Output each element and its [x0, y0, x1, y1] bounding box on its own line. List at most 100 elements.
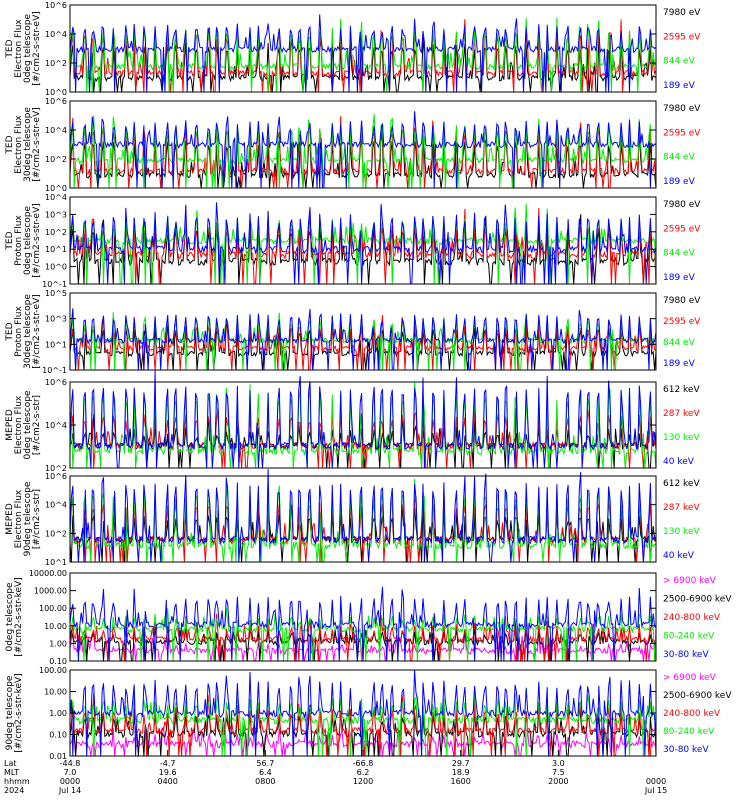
y-tick-label: 10^2	[45, 155, 67, 164]
y-tick-label: 10^1	[45, 558, 67, 567]
y-axis-label: TED	[5, 231, 15, 250]
legend-entry: 40 keV	[663, 551, 695, 561]
x-tick-label: 0000	[60, 777, 80, 786]
legend-entry: > 6900 keV	[663, 673, 717, 683]
y-tick-label: 10^1	[45, 340, 67, 349]
y-axis-label: [#/cm2-s-str-eV]	[32, 203, 42, 278]
y-tick-label: 0.01	[49, 752, 67, 761]
legend-entry: 7980 eV	[663, 104, 701, 114]
x-tick-label: 7.5	[552, 768, 565, 777]
x-tick-label: 1200	[353, 777, 373, 786]
x-tick-label: -66.8	[353, 759, 374, 768]
plot-frame	[69, 292, 657, 371]
panel-4: 10^-1 10^1 10^3 10^5 TED Proton Flux 30deg tel…	[5, 289, 701, 375]
y-axis-label: MEPED	[5, 503, 15, 535]
legend-entry: 612 keV	[663, 385, 700, 395]
y-axis-label: TED	[5, 39, 15, 58]
y-axis-label: 90deg telescope	[5, 675, 15, 750]
y-tick-label: 100.00	[39, 604, 67, 613]
x-tick-label: -44.8	[60, 759, 81, 768]
x-row-label: 2024	[4, 786, 24, 795]
y-tick-label: 10^4	[45, 421, 67, 430]
series-line-8-5	[69, 669, 657, 757]
y-axis-label: Electron Flux	[14, 395, 24, 454]
legend-entry: 287 keV	[663, 409, 700, 419]
y-tick-label: 1.00	[49, 639, 67, 648]
legend-entry: 844 eV	[663, 249, 696, 259]
y-tick-label: 10^6	[45, 472, 67, 481]
x-tick-label: 2000	[548, 777, 568, 786]
legend-entry: 30-80 keV	[663, 745, 709, 755]
x-tick-label: 18.9	[452, 768, 470, 777]
y-axis-label: [#/cm2-s-str-eV]	[32, 11, 42, 86]
y-tick-label: 10^4	[45, 126, 67, 135]
series-line-5-4	[69, 370, 657, 469]
legend-entry: 7980 eV	[663, 8, 701, 18]
y-tick-label: 10^4	[45, 501, 67, 510]
y-tick-label: 100.00	[39, 666, 67, 675]
x-row-label: Lat	[4, 759, 17, 768]
y-tick-label: 10000.00	[29, 569, 67, 578]
legend-entry: 612 keV	[663, 479, 700, 489]
y-tick-label: 10^6	[45, 97, 67, 106]
legend-entry: 287 keV	[663, 503, 700, 513]
legend-entry: 2500-6900 keV	[663, 595, 732, 605]
plot-frame	[69, 196, 657, 285]
y-tick-label: 10^2	[45, 529, 67, 538]
x-tick-label: 29.7	[452, 759, 470, 768]
y-tick-label: 10.00	[44, 622, 67, 631]
plot-frame	[69, 572, 657, 662]
panel-1: 10^0 10^2 10^4 10^6 TED Electron Flux 0deg tel…	[5, 1, 701, 97]
y-tick-label: 0.10	[49, 731, 67, 740]
panel-3: 10^-1 10^0 10^1 10^2 10^3 10^4 TED Proton Flux 0…	[5, 193, 701, 289]
legend-entry: 844 eV	[663, 57, 696, 67]
y-tick-label: 10^4	[45, 30, 67, 39]
y-tick-label: 10^0	[45, 184, 67, 193]
y-axis-label: MEPED	[5, 409, 15, 441]
x-tick-label: 6.4	[259, 768, 272, 777]
plot-frame	[69, 475, 657, 563]
y-axis-label: [#/cm2-s-str-keV]	[14, 577, 24, 656]
y-axis-label: Proton Flux	[14, 306, 24, 357]
x-tick-label: 7.0	[64, 768, 77, 777]
y-axis-label: TED	[5, 135, 15, 154]
y-tick-label: 10^3	[45, 315, 67, 324]
y-tick-label: 10^-1	[42, 366, 67, 375]
y-axis-label: 90deg telescope	[23, 481, 33, 556]
legend-entry: 80-240 keV	[663, 727, 715, 737]
panel-7: 0.10 1.00 10.00 100.00 1000.00 10000.00 0deg t…	[5, 569, 732, 666]
y-tick-label: 10^3	[45, 210, 67, 219]
x-tick-label: 1600	[450, 777, 470, 786]
legend-entry: 844 eV	[663, 338, 696, 348]
y-tick-label: 10^1	[45, 245, 67, 254]
y-axis-label: TED	[5, 322, 15, 341]
y-tick-label: 1000.00	[34, 587, 67, 596]
x-tick-label: 3.0	[552, 759, 565, 768]
panel-6: 10^1 10^2 10^4 10^6 MEPED Electron Flux 90deg …	[5, 469, 700, 567]
legend-entry: 130 keV	[663, 433, 700, 443]
y-axis-label: 30deg telescope	[23, 294, 33, 369]
legend-entry: 30-80 keV	[663, 650, 709, 660]
x-tick-label: 0400	[157, 777, 177, 786]
y-axis-label: Electron Flux	[14, 19, 24, 78]
y-axis-label: 0deg telescope	[5, 582, 15, 652]
legend-entry: 189 eV	[663, 177, 696, 187]
panel-5: 10^2 10^4 10^6 MEPED Electron Flux 0deg teles…	[5, 370, 700, 473]
legend-entry: 80-240 keV	[663, 632, 715, 642]
y-tick-label: 10^5	[45, 289, 67, 298]
x-tick-label: 0800	[255, 777, 275, 786]
legend-entry: 2595 eV	[663, 224, 701, 234]
y-tick-label: 10^-1	[42, 280, 67, 289]
y-axis-label: 0deg telescope	[23, 206, 33, 276]
y-axis-label: [#/cm2-s-str-eV]	[32, 294, 42, 369]
series-line-2-4	[69, 111, 657, 189]
panel-8: 0.01 0.10 1.00 10.00 100.00 90deg telescope [#…	[5, 666, 732, 761]
y-tick-label: 10^4	[45, 193, 67, 202]
x-tick-label: 56.7	[256, 759, 274, 768]
legend-entry: 7980 eV	[663, 296, 701, 306]
y-tick-label: 10.00	[44, 688, 67, 697]
y-tick-label: 10^6	[45, 1, 67, 10]
y-tick-label: 1.00	[49, 709, 67, 718]
legend-entry: 40 keV	[663, 457, 695, 467]
